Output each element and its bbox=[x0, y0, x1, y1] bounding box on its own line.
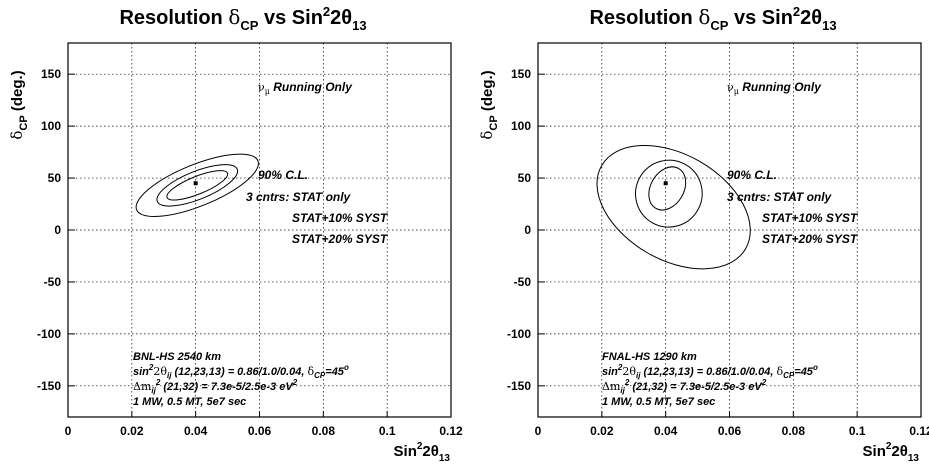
right-x-tick-label: 0.1 bbox=[849, 424, 866, 438]
left-y-ticks: -150 -100 -50 0 50 100 150 bbox=[37, 67, 75, 393]
left-grid bbox=[68, 43, 451, 417]
left-running-label: νμ Running Only bbox=[258, 80, 353, 96]
right-x-tick-label: 0 bbox=[535, 424, 542, 438]
left-x-tick-label: 0.02 bbox=[120, 424, 144, 438]
left-best-fit bbox=[193, 181, 198, 186]
right-syst10-label: STAT+10% SYST bbox=[762, 211, 859, 225]
left-y-tick-label: 150 bbox=[41, 67, 61, 81]
right-y-ticks: -150 -100 -50 0 50 100 150 bbox=[507, 67, 545, 393]
left-plot-frame bbox=[67, 42, 452, 418]
left-y-axis-label: δCP (deg.) bbox=[8, 70, 30, 139]
right-grid bbox=[538, 43, 921, 417]
left-y-tick-label: 0 bbox=[54, 223, 61, 237]
left-x-tick-label: 0.06 bbox=[248, 424, 272, 438]
left-y-tick-label: 50 bbox=[48, 171, 62, 185]
right-x-tick-label: 0.02 bbox=[590, 424, 614, 438]
left-contours bbox=[135, 153, 259, 218]
left-panel: Resolution δCP vs Sin22θ13 δCP (deg.) Si… bbox=[8, 4, 463, 464]
left-x-tick-label: 0.12 bbox=[439, 424, 463, 438]
right-y-tick-label: -150 bbox=[507, 379, 531, 393]
left-syst20-label: STAT+20% SYST bbox=[292, 232, 389, 246]
left-syst10-label: STAT+10% SYST bbox=[292, 211, 389, 225]
left-cl-label: 90% C.L. bbox=[258, 168, 308, 182]
left-info-line3: Δmij2 (21,32) = 7.3e-5/2.5e-3 eV2 bbox=[133, 378, 298, 395]
right-contours bbox=[596, 144, 751, 270]
right-contour-2 bbox=[635, 159, 703, 228]
left-info-block: BNL-HS 2540 km sin22θij (12,23,13) = 0.8… bbox=[133, 351, 349, 408]
left-x-axis-label: Sin22θ13 bbox=[394, 441, 451, 464]
right-best-fit bbox=[663, 181, 668, 186]
left-cntrs-label: 3 cntrs: STAT only bbox=[246, 190, 352, 204]
left-chart-title: Resolution δCP vs Sin22θ13 bbox=[119, 4, 366, 33]
right-info-block: FNAL-HS 1290 km sin22θij (12,23,13) = 0.… bbox=[602, 351, 818, 408]
left-y-tick-label: 100 bbox=[41, 119, 61, 133]
right-y-tick-label: 0 bbox=[524, 223, 531, 237]
right-x-tick-label: 0.06 bbox=[718, 424, 742, 438]
right-running-label: νμ Running Only bbox=[727, 80, 822, 96]
left-x-tick-label: 0 bbox=[65, 424, 72, 438]
right-best-fit-marker bbox=[663, 181, 668, 186]
right-x-tick-label: 0.04 bbox=[654, 424, 678, 438]
right-plot-frame bbox=[537, 42, 922, 418]
left-contour-3 bbox=[135, 153, 259, 218]
right-contour-1 bbox=[648, 166, 687, 211]
right-x-axis-label: Sin22θ13 bbox=[863, 441, 920, 464]
left-x-tick-label: 0.04 bbox=[184, 424, 208, 438]
left-info-line1: BNL-HS 2540 km bbox=[133, 351, 221, 363]
right-y-axis-label: δCP (deg.) bbox=[478, 70, 500, 139]
right-info-line2: sin22θij (12,23,13) = 0.86/1.0/0.04, δCP… bbox=[602, 363, 818, 380]
right-y-tick-label: -100 bbox=[507, 327, 531, 341]
right-info-line1: FNAL-HS 1290 km bbox=[602, 351, 697, 363]
right-y-tick-label: 50 bbox=[518, 171, 532, 185]
left-info-line4: 1 MW, 0.5 MT, 5e7 sec bbox=[133, 396, 246, 408]
left-best-fit-marker bbox=[193, 181, 198, 186]
right-y-tick-label: 150 bbox=[511, 67, 531, 81]
left-y-tick-label: -50 bbox=[44, 275, 62, 289]
right-x-tick-label: 0.08 bbox=[782, 424, 806, 438]
left-contour-1 bbox=[166, 170, 229, 201]
left-info-line2: sin22θij (12,23,13) = 0.86/1.0/0.04, δCP… bbox=[133, 363, 349, 380]
right-info-line3: Δmij2 (21,32) = 7.3e-5/2.5e-3 eV2 bbox=[602, 378, 767, 395]
right-cl-label: 90% C.L. bbox=[727, 168, 777, 182]
right-chart-title: Resolution δCP vs Sin22θ13 bbox=[589, 4, 836, 33]
left-y-tick-label: -100 bbox=[37, 327, 61, 341]
right-cntrs-label: 3 cntrs: STAT only bbox=[727, 190, 833, 204]
right-x-ticks: 0 0.02 0.04 0.06 0.08 0.1 0.12 bbox=[535, 411, 929, 438]
left-contour-2 bbox=[156, 164, 239, 207]
right-y-tick-label: 100 bbox=[511, 119, 531, 133]
right-panel: Resolution δCP vs Sin22θ13 δCP (deg.) Si… bbox=[478, 4, 929, 464]
left-x-tick-label: 0.08 bbox=[312, 424, 336, 438]
right-contour-3 bbox=[596, 144, 751, 270]
left-x-tick-label: 0.1 bbox=[379, 424, 396, 438]
right-x-tick-label: 0.12 bbox=[909, 424, 929, 438]
right-y-tick-label: -50 bbox=[514, 275, 532, 289]
right-syst20-label: STAT+20% SYST bbox=[762, 232, 859, 246]
left-x-ticks: 0 0.02 0.04 0.06 0.08 0.1 0.12 bbox=[65, 411, 463, 438]
left-y-tick-label: -150 bbox=[37, 379, 61, 393]
right-info-line4: 1 MW, 0.5 MT, 5e7 sec bbox=[602, 396, 715, 408]
